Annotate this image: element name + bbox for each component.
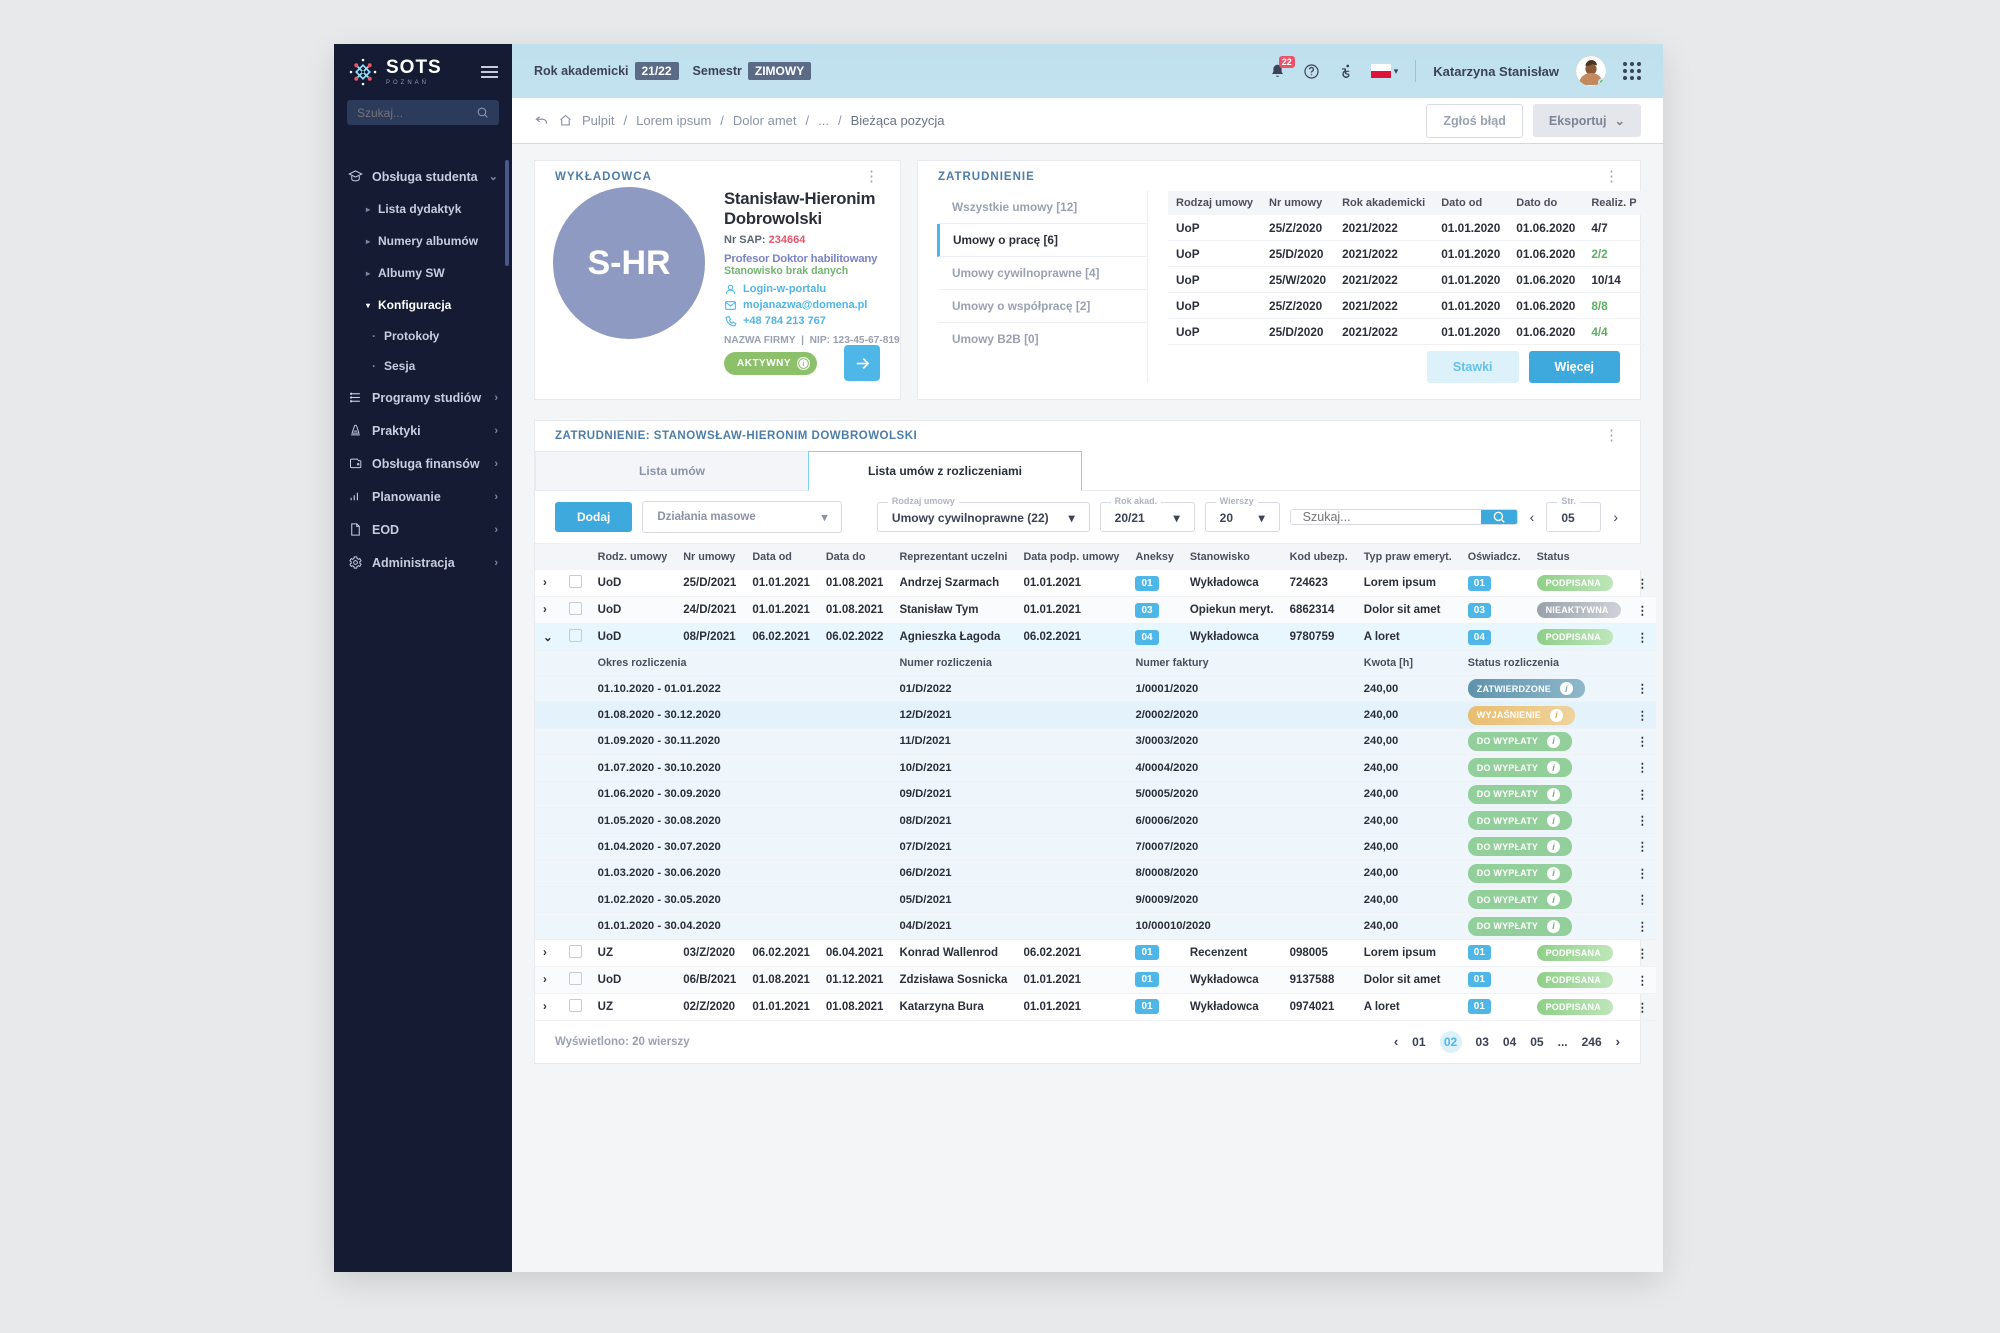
svg-text:i: i [802, 361, 804, 368]
